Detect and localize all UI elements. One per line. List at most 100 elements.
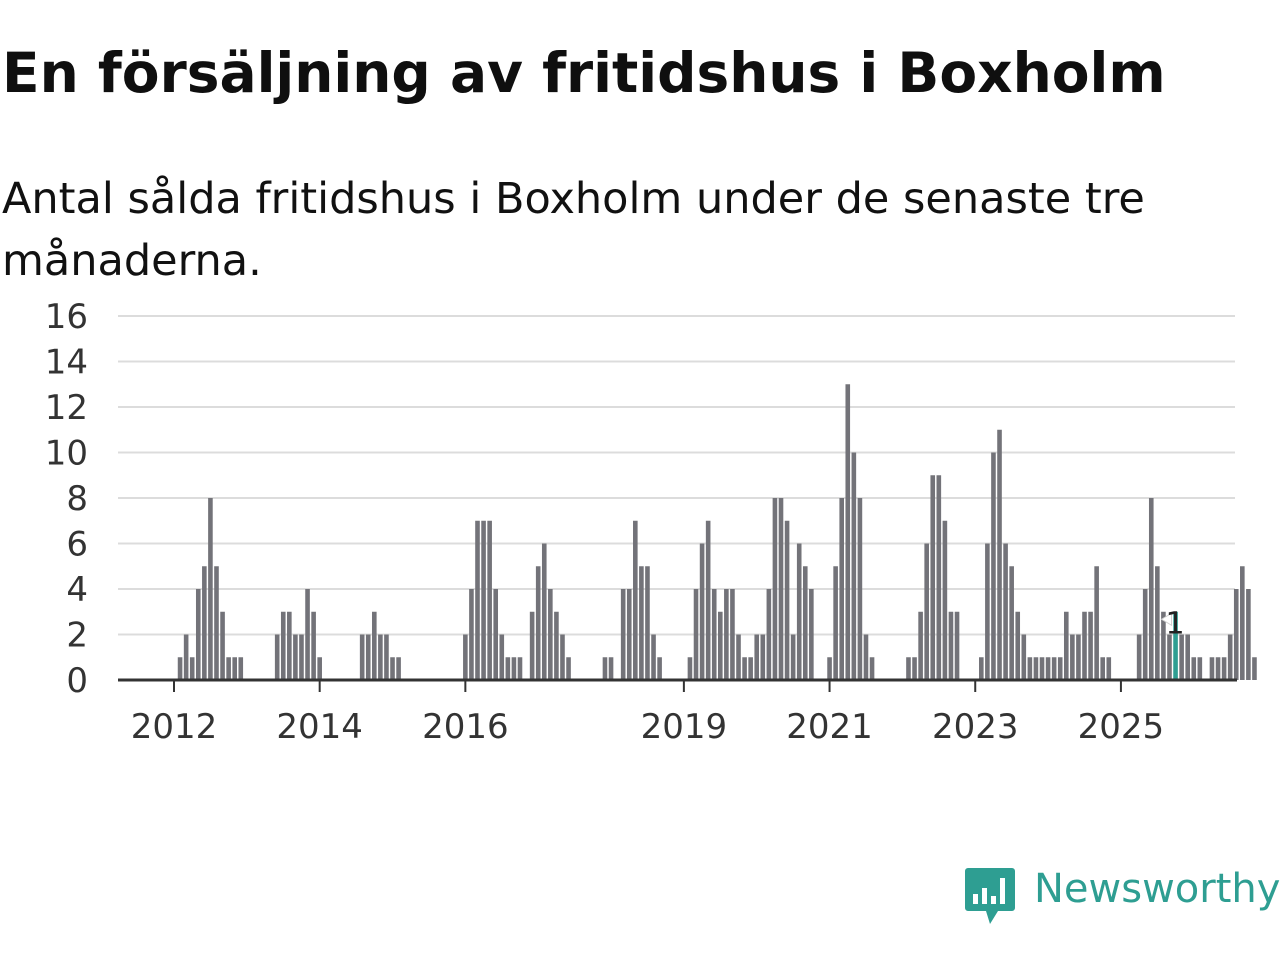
bar [396, 657, 401, 680]
bar [529, 611, 535, 680]
bar [863, 634, 869, 680]
bar [293, 634, 298, 680]
bar [535, 566, 541, 680]
bar [548, 589, 553, 680]
bar [906, 657, 911, 680]
bar [487, 520, 492, 680]
bar [214, 566, 219, 680]
bar [384, 634, 389, 680]
bar [796, 543, 802, 680]
bar [602, 657, 608, 680]
bar [991, 452, 996, 680]
x-tick-label: 2025 [1078, 707, 1165, 747]
x-tick-label: 2023 [932, 707, 1019, 747]
bar [202, 566, 207, 680]
bar [220, 611, 225, 680]
bar [711, 589, 717, 680]
newsworthy-logo: Newsworthy [964, 864, 1280, 928]
bar [359, 634, 365, 680]
bar [299, 634, 304, 680]
bar [1076, 634, 1081, 680]
bar [499, 634, 505, 680]
bar [1088, 611, 1093, 680]
bar [274, 634, 280, 680]
y-tick-label: 2 [66, 616, 88, 656]
bar [232, 657, 237, 680]
bar [1191, 657, 1197, 680]
x-tick-label: 2019 [641, 707, 728, 747]
bar [1136, 634, 1142, 680]
bar [238, 657, 244, 680]
bar [1227, 634, 1233, 680]
bar [1148, 498, 1154, 680]
y-tick-label: 16 [45, 297, 88, 337]
bar [1100, 657, 1106, 680]
bar [189, 657, 195, 680]
bar [177, 657, 183, 680]
bar [1021, 634, 1027, 680]
bar [760, 634, 766, 680]
bar [620, 589, 626, 680]
bar [1240, 566, 1245, 680]
x-tick-label: 2012 [131, 707, 218, 747]
bar [475, 520, 480, 680]
bar [827, 657, 832, 680]
bar [809, 589, 814, 680]
bar [754, 634, 760, 680]
bar [948, 611, 954, 680]
bar [784, 520, 790, 680]
bar [912, 657, 917, 680]
bar [1027, 657, 1033, 680]
bar [639, 566, 644, 680]
bar [1094, 566, 1099, 680]
highlight-bar [1173, 611, 1178, 680]
bar [1252, 657, 1257, 680]
bar [718, 611, 723, 680]
bar [1009, 566, 1014, 680]
chart-subtitle: Antal sålda fritidshus i Boxholm under d… [2, 174, 1145, 286]
bar [687, 657, 693, 680]
y-tick-label: 4 [66, 570, 88, 610]
y-tick-label: 0 [66, 661, 88, 701]
y-tick-label: 12 [45, 388, 88, 428]
bar [1070, 634, 1075, 680]
bar [305, 589, 310, 680]
y-tick-label: 8 [66, 479, 88, 519]
bar [1063, 611, 1069, 680]
bar [985, 543, 990, 680]
bar [633, 520, 638, 680]
bar [930, 475, 936, 680]
bar [566, 657, 571, 680]
bar [195, 589, 201, 680]
bar [790, 634, 796, 680]
bar [541, 543, 547, 680]
x-tick-label: 2014 [276, 707, 363, 747]
x-axis: 2012 2014 2016 2019 2021 2023 2025 [118, 678, 1237, 747]
bar [1161, 611, 1166, 680]
bar [693, 589, 699, 680]
bar [942, 520, 948, 680]
bar [766, 589, 772, 680]
bar [1221, 657, 1227, 680]
bar [924, 543, 929, 680]
bar [833, 566, 838, 680]
bar [1155, 566, 1160, 680]
bar [857, 498, 863, 680]
bar [1179, 634, 1184, 680]
bar [378, 634, 383, 680]
brand-name: Newsworthy [1034, 866, 1280, 912]
bar [651, 634, 656, 680]
y-tick-label: 10 [45, 434, 88, 474]
bar [1209, 657, 1215, 680]
bar [918, 611, 923, 680]
bar [1003, 543, 1008, 680]
chart-title: En försäljning av fritidshus i Boxholm [2, 41, 1166, 105]
bar [481, 520, 486, 680]
bar [287, 611, 292, 680]
bar [705, 520, 711, 680]
bar [936, 475, 942, 680]
bar [626, 589, 632, 680]
bar [1033, 657, 1039, 680]
bar [657, 657, 662, 680]
bar [554, 611, 559, 680]
